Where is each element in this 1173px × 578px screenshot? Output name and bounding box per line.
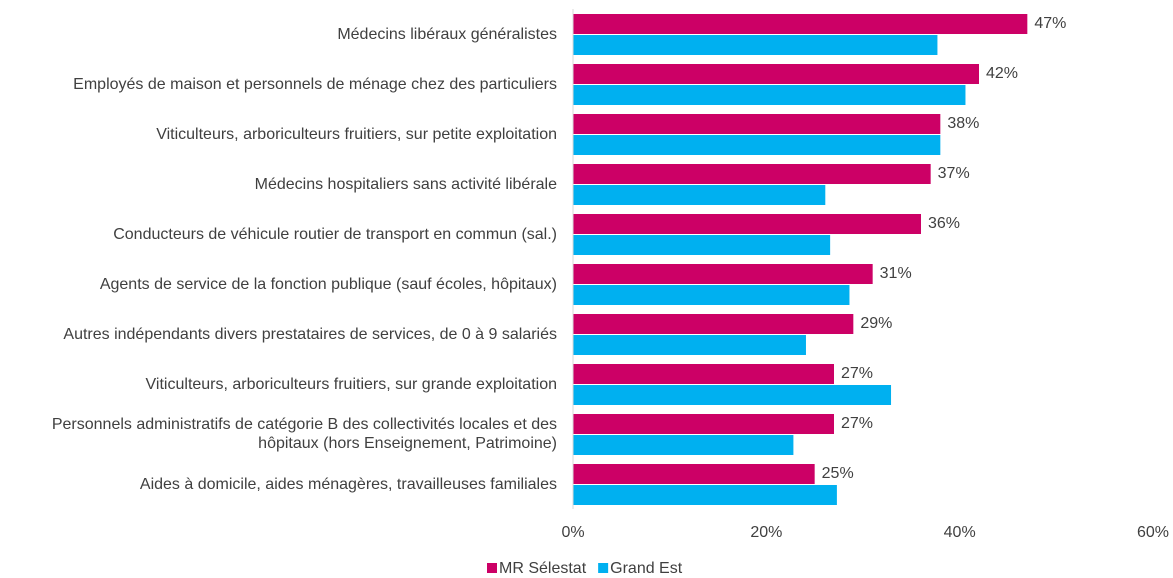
data-label: 42% (986, 65, 1018, 82)
bar (573, 485, 837, 505)
data-label: 29% (860, 315, 892, 332)
category-text: Conducteurs de véhicule routier de trans… (113, 225, 557, 243)
bar (573, 364, 834, 384)
category-label: Conducteurs de véhicule routier de trans… (0, 209, 557, 259)
category-label: Viticulteurs, arboriculteurs fruitiers, … (0, 109, 557, 159)
category-text: Médecins hospitaliers sans activité libé… (254, 175, 557, 193)
bar (573, 314, 854, 334)
bar (573, 414, 834, 434)
bar (573, 264, 873, 284)
data-label: 27% (841, 415, 873, 432)
bar (573, 114, 941, 134)
bar (573, 335, 806, 355)
category-label: Aides à domicile, aides ménagères, trava… (0, 459, 557, 509)
category-label: Employés de maison et personnels de ména… (0, 59, 557, 109)
category-text: Personnels administratifs de catégorie B… (51, 416, 557, 452)
bar (573, 185, 826, 205)
bar (573, 464, 815, 484)
x-tick-label: 20% (750, 524, 782, 541)
category-text: Viticulteurs, arboriculteurs fruitiers, … (156, 125, 557, 143)
data-label: 47% (1034, 15, 1066, 32)
x-tick-label: 40% (944, 524, 976, 541)
data-label: 36% (928, 215, 960, 232)
category-label: Autres indépendants divers prestataires … (0, 309, 557, 359)
category-label: Médecins hospitaliers sans activité libé… (0, 159, 557, 209)
legend-swatch (598, 563, 609, 573)
bar (573, 135, 941, 155)
bar (573, 285, 850, 305)
data-label: 27% (841, 365, 873, 382)
legend-swatch (487, 563, 497, 573)
category-text: Autres indépendants divers prestataires … (63, 325, 557, 343)
category-label: Médecins libéraux généralistes (0, 9, 557, 59)
category-label: Viticulteurs, arboriculteurs fruitiers, … (0, 359, 557, 409)
legend-label: MR Sélestat (499, 560, 587, 577)
bar (573, 435, 794, 455)
category-text: Employés de maison et personnels de ména… (73, 75, 557, 93)
bar (573, 385, 892, 405)
bar (573, 14, 1028, 34)
data-label: 25% (822, 465, 854, 482)
bar (573, 235, 831, 255)
bar (573, 85, 966, 105)
category-text: Viticulteurs, arboriculteurs fruitiers, … (145, 375, 557, 393)
category-label: Personnels administratifs de catégorie B… (0, 409, 557, 459)
bar (573, 64, 979, 84)
category-text: Agents de service de la fonction publiqu… (99, 275, 557, 293)
bar (573, 164, 931, 184)
bar (573, 214, 921, 234)
data-label: 37% (938, 165, 970, 182)
bar (573, 35, 938, 55)
x-tick-label: 0% (561, 524, 584, 541)
data-label: 38% (947, 115, 979, 132)
x-tick-label: 60% (1137, 524, 1169, 541)
category-text: Médecins libéraux généralistes (337, 25, 557, 43)
legend-label: Grand Est (610, 560, 683, 577)
category-label: Agents de service de la fonction publiqu… (0, 259, 557, 309)
category-text: Aides à domicile, aides ménagères, trava… (139, 475, 557, 493)
data-label: 31% (880, 265, 912, 282)
